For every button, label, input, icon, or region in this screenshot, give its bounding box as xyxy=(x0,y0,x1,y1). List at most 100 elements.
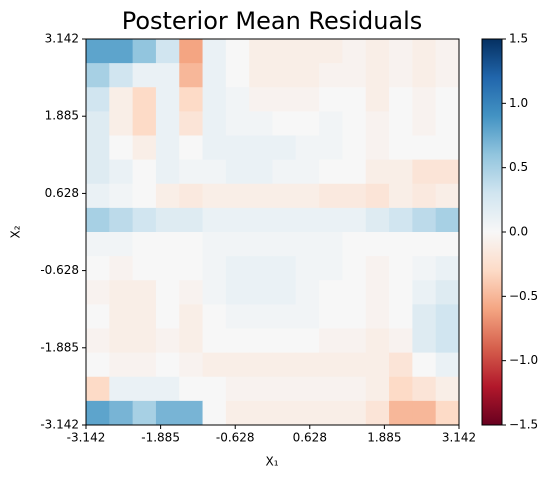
y-axis-label: X₂ xyxy=(9,225,23,238)
heatmap-cell xyxy=(109,400,134,426)
heatmap-cell xyxy=(272,328,297,354)
heatmap-cell xyxy=(389,63,413,88)
heatmap-cell xyxy=(202,232,227,257)
y-tick-label: -3.142 xyxy=(40,418,79,432)
heatmap-cell xyxy=(86,207,110,233)
heatmap-cell xyxy=(435,39,460,64)
heatmap-cell xyxy=(86,256,110,281)
heatmap-cell xyxy=(389,328,413,354)
heatmap-cell xyxy=(319,352,343,378)
heatmap-cell xyxy=(155,304,180,329)
heatmap-cell xyxy=(249,63,273,88)
heatmap-cell xyxy=(86,135,110,161)
heatmap-cell xyxy=(319,304,343,329)
heatmap-cell xyxy=(179,135,204,161)
plot-frame xyxy=(85,38,460,426)
colorbar xyxy=(481,38,503,426)
heatmap-cell xyxy=(202,63,227,88)
heatmap-cell xyxy=(319,280,343,305)
colorbar-tick-label: 0.0 xyxy=(509,225,528,239)
heatmap-cell xyxy=(179,256,204,281)
colorbar-tick-label: −1.5 xyxy=(509,418,538,432)
heatmap-cell xyxy=(225,280,250,305)
heatmap-cell xyxy=(412,183,437,209)
heatmap-cell xyxy=(179,159,204,185)
heatmap-cell xyxy=(435,183,460,209)
heatmap-cell xyxy=(225,39,250,64)
heatmap-cell xyxy=(319,87,343,112)
heatmap-cell xyxy=(412,207,437,233)
heatmap-cell xyxy=(202,135,227,161)
heatmap-cell xyxy=(342,280,367,305)
heatmap-cell xyxy=(412,400,437,426)
heatmap-cell xyxy=(179,111,204,136)
heatmap-cell xyxy=(109,183,134,209)
heatmap-cell xyxy=(272,39,297,64)
colorbar-tick-label: −0.5 xyxy=(509,289,538,303)
heatmap-cell xyxy=(132,304,157,329)
heatmap-cell xyxy=(342,159,367,185)
heatmap-cell xyxy=(202,400,227,426)
heatmap-cell xyxy=(295,328,320,354)
heatmap-cell xyxy=(155,400,180,426)
heatmap-cell xyxy=(109,111,134,136)
heatmap-cell xyxy=(179,183,204,209)
heatmap-cell xyxy=(225,376,250,402)
heatmap-cell xyxy=(412,87,437,112)
heatmap-cell xyxy=(295,111,320,136)
heatmap-cell xyxy=(249,135,273,161)
heatmap-cell xyxy=(202,87,227,112)
heatmap-cell xyxy=(272,304,297,329)
heatmap-cell xyxy=(319,183,343,209)
heatmap-cell xyxy=(365,232,390,257)
heatmap-cell xyxy=(109,63,134,88)
heatmap-cell xyxy=(365,159,390,185)
heatmap-cell xyxy=(249,400,273,426)
heatmap-cell xyxy=(86,111,110,136)
heatmap-cell xyxy=(132,183,157,209)
heatmap-cell xyxy=(272,207,297,233)
heatmap-cell xyxy=(342,232,367,257)
heatmap-cell xyxy=(155,376,180,402)
heatmap-cell xyxy=(179,304,204,329)
heatmap-cell xyxy=(319,400,343,426)
heatmap-cell xyxy=(109,87,134,112)
heatmap-cell xyxy=(179,63,204,88)
heatmap-cell xyxy=(249,352,273,378)
heatmap-cell xyxy=(86,376,110,402)
heatmap-cell xyxy=(319,376,343,402)
heatmap-cell xyxy=(295,159,320,185)
heatmap-cell xyxy=(295,376,320,402)
heatmap-cell xyxy=(295,63,320,88)
heatmap-cell xyxy=(86,352,110,378)
y-tick-label: -0.628 xyxy=(40,263,79,277)
heatmap-cell xyxy=(295,39,320,64)
heatmap-cell xyxy=(132,111,157,136)
heatmap-cell xyxy=(155,232,180,257)
heatmap-cell xyxy=(389,39,413,64)
heatmap-cell xyxy=(272,376,297,402)
heatmap-cell xyxy=(389,376,413,402)
heatmap-cell xyxy=(109,232,134,257)
heatmap-cell xyxy=(155,39,180,64)
heatmap-cell xyxy=(389,352,413,378)
heatmap-cell xyxy=(319,63,343,88)
heatmap-cell xyxy=(342,207,367,233)
heatmap-cell xyxy=(412,232,437,257)
heatmap-cell xyxy=(295,232,320,257)
heatmap-cell xyxy=(109,304,134,329)
heatmap-cell xyxy=(295,207,320,233)
heatmap-cell xyxy=(272,280,297,305)
heatmap-cell xyxy=(109,376,134,402)
heatmap-cell xyxy=(86,328,110,354)
heatmap-cell xyxy=(342,328,367,354)
heatmap-cell xyxy=(109,207,134,233)
heatmap-cell xyxy=(155,63,180,88)
heatmap-cell xyxy=(272,135,297,161)
heatmap-cell xyxy=(435,280,460,305)
heatmap-cell xyxy=(412,159,437,185)
heatmap-cell xyxy=(155,111,180,136)
y-tick-label: 0.628 xyxy=(45,186,79,200)
heatmap-cell xyxy=(132,400,157,426)
heatmap-cell xyxy=(365,87,390,112)
